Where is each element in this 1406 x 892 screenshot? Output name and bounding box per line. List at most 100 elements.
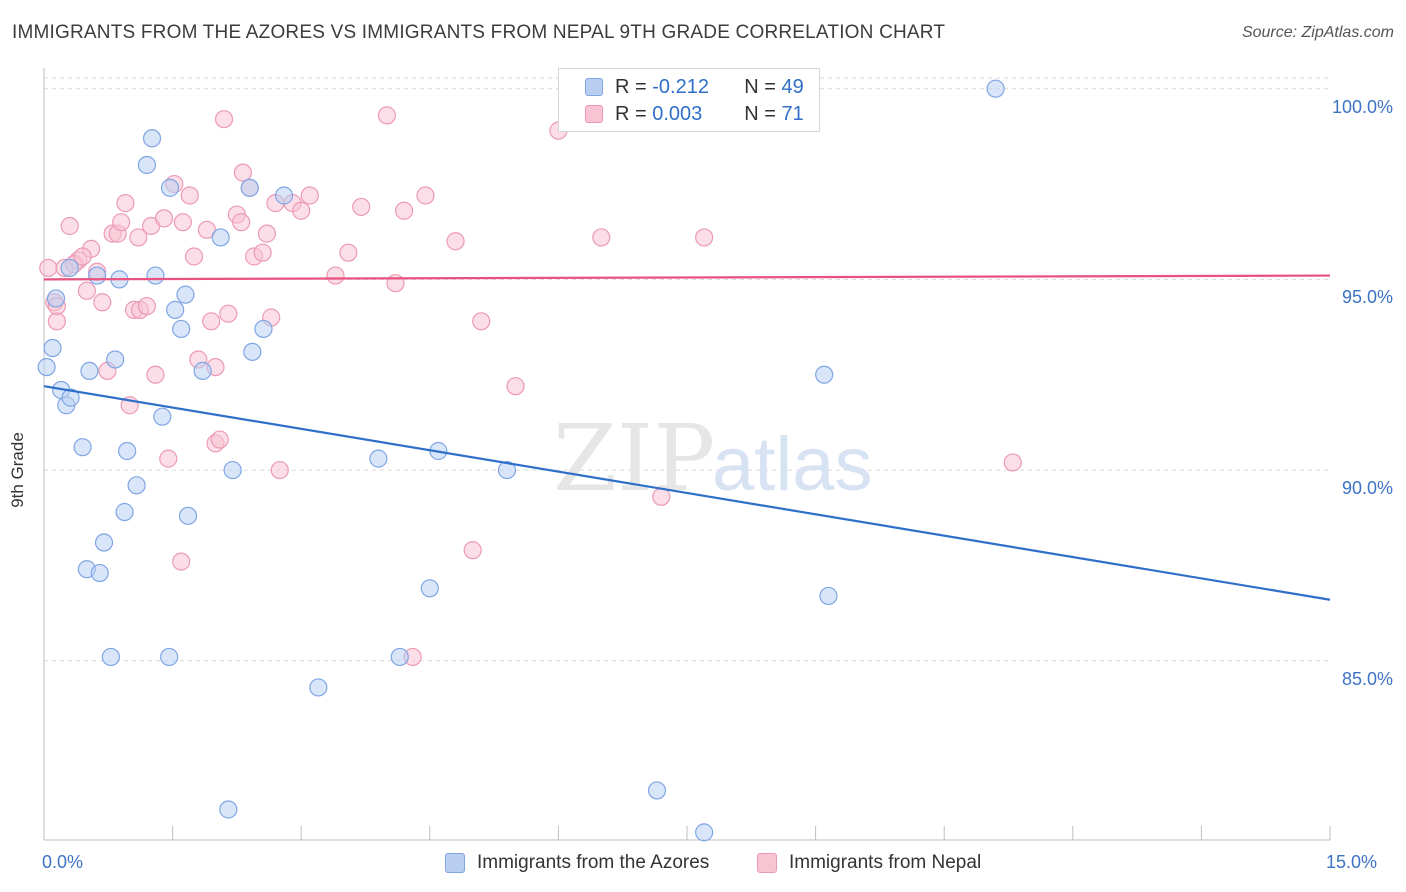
azores-point bbox=[160, 178, 180, 197]
trend-lines bbox=[43, 274, 1331, 601]
nepal-point bbox=[257, 224, 277, 243]
y-tick-label: 100.0% bbox=[1331, 96, 1393, 117]
nepal-point bbox=[377, 106, 397, 125]
azores-point bbox=[309, 678, 328, 697]
nepal-point bbox=[232, 213, 251, 232]
trend-line-nepal bbox=[43, 274, 1331, 281]
azores-point bbox=[80, 361, 99, 381]
azores-point bbox=[274, 186, 294, 205]
bottom-legend-swatch-nepal bbox=[757, 853, 777, 873]
nepal-point bbox=[210, 430, 229, 449]
nepal-point bbox=[352, 197, 371, 217]
azores-point bbox=[101, 647, 120, 667]
legend-swatch-nepal bbox=[585, 105, 603, 123]
legend-n-value-azores: 49 bbox=[781, 75, 804, 98]
chart-source: Source: ZipAtlas.com bbox=[1241, 24, 1394, 41]
azores-point bbox=[73, 438, 92, 457]
azores-point bbox=[240, 178, 259, 197]
bottom-legend-swatch-azores bbox=[445, 853, 465, 873]
nepal-point bbox=[270, 460, 289, 480]
azores-point bbox=[37, 357, 56, 377]
nepal-point bbox=[652, 487, 671, 506]
x-tick-label-min: 0.0% bbox=[42, 852, 84, 872]
azores-point bbox=[137, 155, 156, 175]
legend-row-azores: R = -0.212 N = 49 bbox=[585, 74, 804, 100]
trend-line-azores bbox=[43, 385, 1331, 601]
azores-point bbox=[815, 365, 834, 384]
x-tick-label-max: 15.0% bbox=[1326, 852, 1378, 872]
azores-point bbox=[695, 823, 714, 842]
nepal-point bbox=[73, 247, 92, 266]
azores-point bbox=[193, 361, 212, 381]
nepal-point bbox=[129, 228, 148, 247]
nepal-point bbox=[446, 232, 465, 251]
nepal-point bbox=[695, 228, 714, 247]
nepal-point bbox=[472, 312, 491, 331]
nepal-point bbox=[416, 186, 435, 205]
chart-title: IMMIGRANTS FROM THE AZORES VS IMMIGRANTS… bbox=[12, 22, 946, 43]
azores-point bbox=[153, 407, 172, 426]
nepal-point bbox=[219, 304, 238, 323]
nepal-point bbox=[154, 209, 174, 228]
azores-point bbox=[369, 449, 388, 468]
azores-point bbox=[94, 533, 114, 552]
correlation-legend: R = -0.212 N = 49 R = 0.003 N = 71 bbox=[558, 68, 820, 132]
y-tick-label: 90.0% bbox=[1341, 478, 1393, 499]
azores-point bbox=[166, 300, 185, 319]
nepal-point bbox=[173, 213, 192, 232]
nepal-point bbox=[184, 247, 204, 266]
nepal-point bbox=[326, 266, 345, 285]
nepal-point bbox=[77, 281, 96, 300]
azores-point bbox=[176, 285, 195, 304]
nepal-point bbox=[292, 201, 311, 220]
legend-n-label: N = bbox=[744, 75, 776, 98]
nepal-point bbox=[93, 293, 112, 312]
azores-point bbox=[142, 129, 162, 148]
legend-swatch-azores bbox=[585, 78, 603, 96]
azores-point bbox=[160, 647, 179, 667]
bottom-legend-nepal: Immigrants from Nepal bbox=[757, 852, 981, 874]
y-tick-label: 85.0% bbox=[1341, 668, 1393, 689]
azores-point bbox=[390, 647, 409, 667]
legend-r-value-azores: -0.212 bbox=[652, 75, 709, 98]
azores-point bbox=[178, 506, 198, 525]
nepal-point bbox=[233, 163, 253, 182]
watermark-atlas: atlas bbox=[712, 422, 873, 507]
watermark: ZIP atlas bbox=[553, 405, 873, 512]
legend-n-value-nepal: 71 bbox=[781, 102, 804, 125]
legend-row-nepal: R = 0.003 N = 71 bbox=[585, 101, 804, 127]
bottom-legend-azores: Immigrants from the Azores bbox=[445, 852, 709, 874]
nepal-point bbox=[1003, 453, 1022, 472]
azores-point bbox=[43, 338, 62, 358]
axes bbox=[43, 68, 1331, 841]
nepal-point bbox=[159, 449, 178, 468]
azores-point bbox=[60, 258, 79, 278]
nepal-point bbox=[592, 228, 611, 247]
legend-r-label: R = bbox=[615, 102, 647, 125]
nepal-point bbox=[172, 552, 191, 571]
azores-point bbox=[647, 781, 667, 800]
azores-point bbox=[243, 342, 262, 361]
azores-point bbox=[223, 460, 242, 480]
bottom-legend-label-nepal: Immigrants from Nepal bbox=[789, 852, 982, 873]
azores-point bbox=[127, 476, 146, 495]
legend-r-label: R = bbox=[615, 75, 647, 98]
azores-point bbox=[115, 502, 134, 522]
nepal-point bbox=[60, 216, 79, 236]
azores-point bbox=[88, 266, 107, 285]
azores-point bbox=[420, 579, 439, 598]
bottom-legend-label-azores: Immigrants from the Azores bbox=[477, 852, 710, 873]
series-nepal-points bbox=[39, 79, 1022, 667]
azores-point bbox=[986, 79, 1005, 98]
azores-point bbox=[90, 563, 109, 583]
nepal-point bbox=[300, 186, 319, 205]
watermark-zip: ZIP bbox=[553, 405, 715, 512]
nepal-point bbox=[214, 110, 234, 129]
nepal-point bbox=[39, 258, 58, 278]
nepal-point bbox=[202, 312, 221, 331]
azores-point bbox=[61, 388, 80, 407]
legend-r-value-nepal: 0.003 bbox=[652, 102, 703, 125]
legend-n-label: N = bbox=[744, 102, 776, 125]
azores-point bbox=[172, 319, 191, 339]
azores-point bbox=[497, 460, 517, 480]
